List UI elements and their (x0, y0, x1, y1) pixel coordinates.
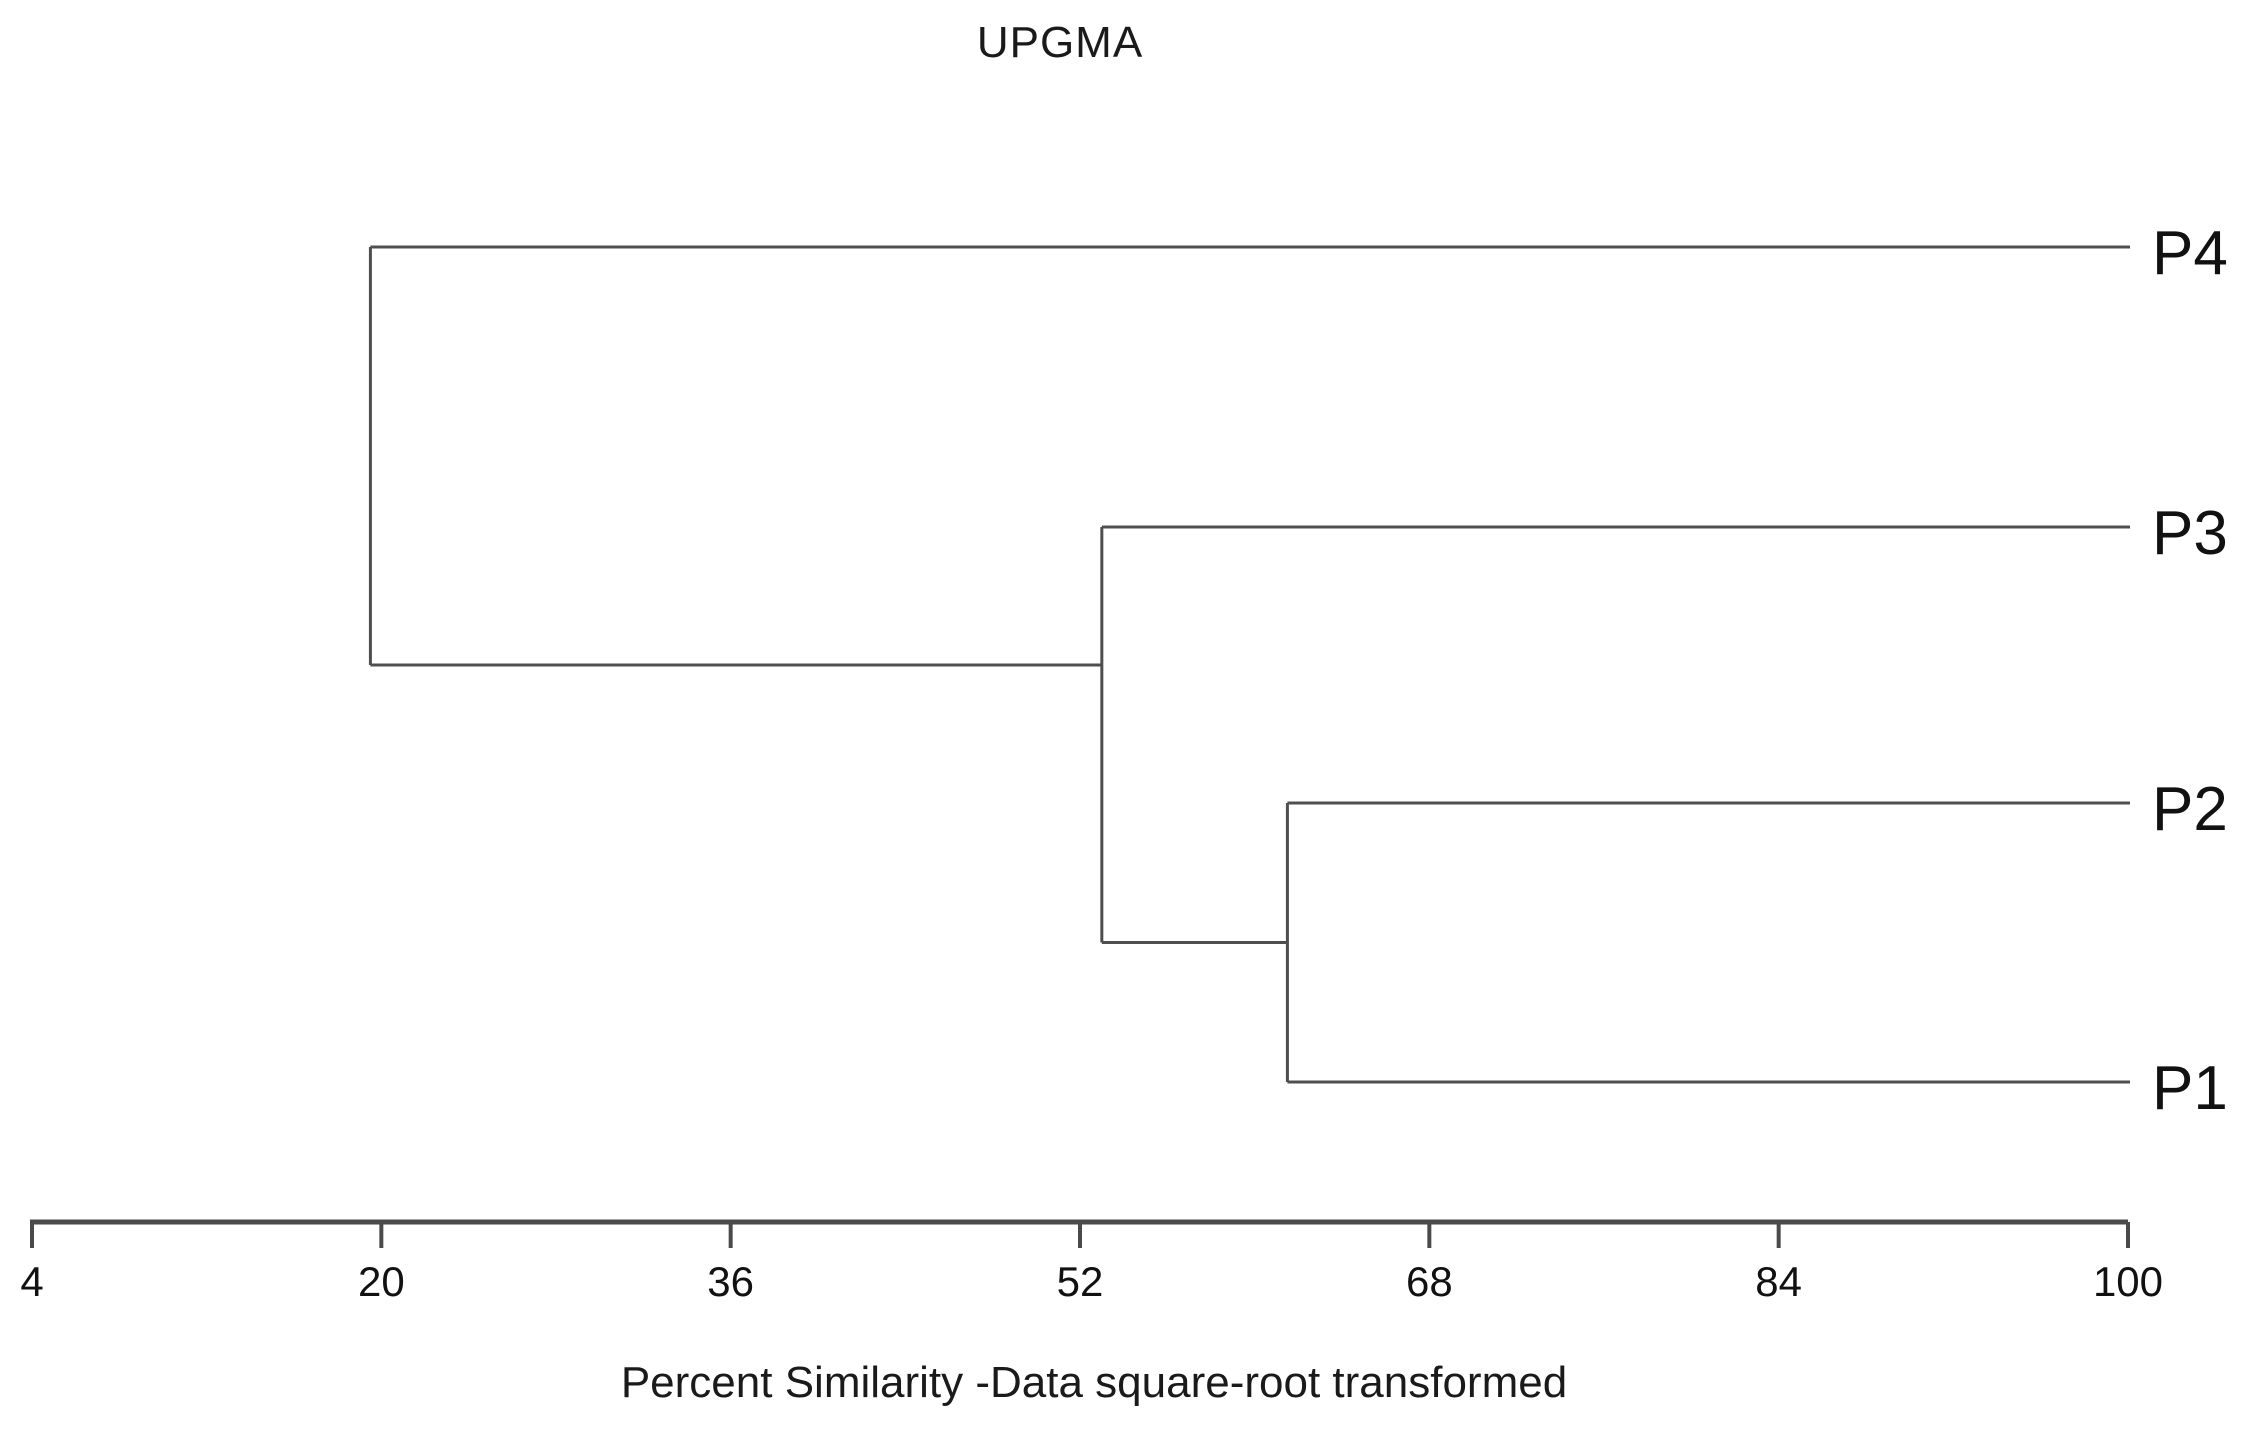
tick-label-100: 100 (2093, 1258, 2163, 1305)
tick-label-20: 20 (358, 1258, 405, 1305)
tick-label-68: 68 (1406, 1258, 1453, 1305)
tick-label-84: 84 (1755, 1258, 1802, 1305)
x-axis-label: Percent Similarity -Data square-root tra… (620, 1358, 1568, 1407)
leaf-label-p3: P3 (2152, 499, 2228, 568)
tick-label-36: 36 (707, 1258, 754, 1305)
leaf-label-p1: P1 (2152, 1054, 2228, 1123)
leaf-label-p4: P4 (2152, 219, 2228, 288)
leaf-label-p2: P2 (2152, 775, 2228, 844)
chart-title: UPGMA (976, 18, 1144, 67)
tick-label-4: 4 (20, 1258, 43, 1305)
tick-label-52: 52 (1057, 1258, 1104, 1305)
